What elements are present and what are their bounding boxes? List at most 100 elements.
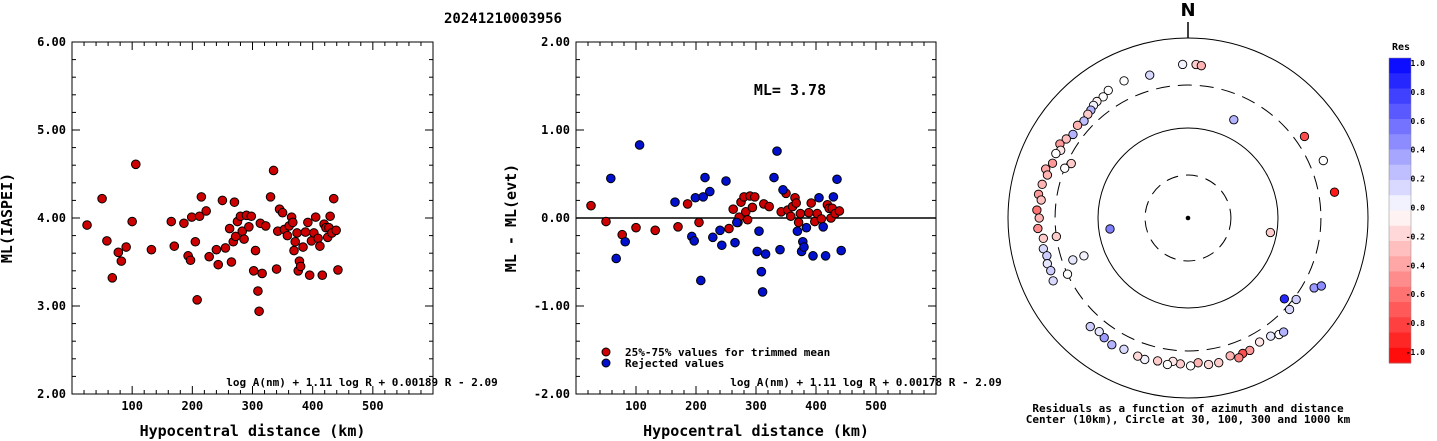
data-point [331,225,341,236]
data-point [226,257,237,267]
data-point [806,198,817,208]
residual-point [1177,59,1188,70]
colorbar-cell [1389,119,1411,135]
colorbar-cell [1389,149,1411,166]
data-point [146,244,157,255]
data-point [213,259,224,270]
residual-point [1068,255,1078,265]
data-point [211,244,222,255]
data-point [298,242,308,252]
data-point [196,192,207,202]
formula-label: log A(nm) + 1.11 log R + 0.00178 R - 2.0… [730,376,1002,389]
residual-point [1299,131,1310,142]
residual-point [1079,251,1089,261]
x-tick-label: 100 [625,399,647,413]
data-point [795,208,806,219]
data-point [804,207,814,218]
data-point [179,218,189,229]
data-point [166,216,177,227]
data-point [820,251,831,261]
colorbar-title: Res [1392,42,1410,53]
residual-point [1105,224,1115,234]
data-point [721,176,731,186]
data-point [742,214,753,225]
data-point [792,226,803,236]
residual-point [1099,333,1109,343]
residual-point [1119,76,1129,86]
data-point [728,204,739,214]
residual-point [1046,266,1056,276]
ml-annotation: ML= 3.78 [754,81,826,99]
data-point [277,207,288,218]
y-tick-label: 6.00 [37,35,66,49]
data-point [832,174,842,185]
residual-point [1072,120,1083,130]
data-point [254,306,264,317]
data-point [694,217,704,228]
x-tick-label: 200 [181,399,203,413]
data-point [292,228,302,238]
colorbar-tick-label: -0.8 [1406,319,1425,328]
data-point [304,270,315,281]
colorbar-tick-label: 0.4 [1411,146,1426,155]
colorbar-cell [1389,225,1411,242]
residual-point [1103,85,1113,96]
map-caption-line2: Center (10km), Circle at 30, 100, 300 an… [1026,413,1351,426]
data-point [169,241,180,251]
data-point [271,264,282,274]
data-point [752,246,763,257]
data-point [220,243,231,253]
colorbar-cell [1389,271,1411,288]
y-axis-label: ML - ML(evt) [502,164,520,272]
data-point [265,192,276,202]
data-point [289,245,299,256]
data-point [217,195,228,206]
colorbar-cell [1389,302,1411,318]
data-point [715,225,725,236]
colorbar-cell [1389,195,1411,211]
data-point [246,211,257,222]
residual-point [1062,269,1073,279]
azimuth-residual-map: N Residuals as a function of azimuth and … [1007,0,1369,426]
data-point [107,273,118,283]
colorbar-cell [1389,103,1411,120]
colorbar-tick-label: -0.2 [1406,232,1425,241]
residual-point [1279,294,1290,304]
data-point [690,192,701,203]
left-plot-ml-vs-distance: 100 200 300 400 500 2.00 3.00 4.00 5.00 6.00 Hypoc… [0,35,498,440]
data-point [760,249,771,259]
data-point [689,236,700,246]
colorbar-cell [1389,73,1411,89]
data-point [799,242,809,252]
data-point [696,275,706,286]
colorbar-tick-label: 0.6 [1411,117,1426,126]
data-point [253,286,263,296]
residual-point [1318,155,1328,166]
colorbar-tick-label: 0.0 [1411,204,1426,213]
data-point [121,242,131,252]
residual-point [1060,163,1070,173]
colorbar-cell [1389,256,1411,272]
legend-marker [601,347,611,357]
residual-point [1185,361,1196,371]
data-point [97,193,107,204]
data-point [808,251,818,261]
colorbar-cell [1389,58,1411,74]
data-point [260,221,271,231]
residual-point [1229,115,1239,125]
data-point [764,201,775,212]
data-point [793,217,804,228]
data-point [257,268,267,279]
colorbar-cell [1389,210,1411,227]
y-tick-label: 0.00 [541,211,570,225]
residual-point [1038,233,1048,243]
data-point [204,251,214,262]
residual-point [1225,351,1235,361]
data-point [300,227,311,237]
residual-point [1068,129,1078,140]
data-point [836,245,847,256]
residual-point [1066,158,1076,169]
data-point [82,220,92,230]
